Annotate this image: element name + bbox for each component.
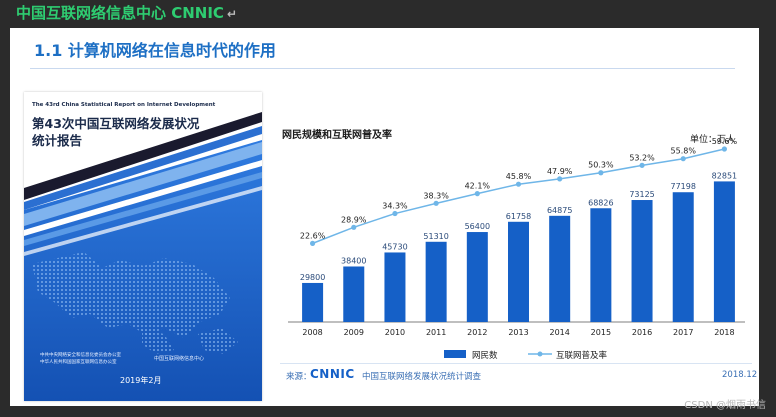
rate-point-2017 bbox=[680, 156, 686, 162]
slide-title: 1.1 计算机网络在信息时代的作用 bbox=[34, 41, 276, 60]
rate-label-2018: 59.6% bbox=[712, 138, 738, 146]
source-text: 中国互联网络发展状况统计调查 bbox=[362, 372, 482, 382]
watermark: CSDN @烟雨书信 bbox=[684, 400, 766, 411]
title-divider bbox=[30, 68, 735, 69]
legend-line-label: 互联网普及率 bbox=[556, 351, 608, 361]
rate-label-2011: 38.3% bbox=[423, 191, 449, 200]
bar-label-2012: 56400 bbox=[465, 222, 490, 231]
rate-label-2016: 53.2% bbox=[629, 153, 655, 162]
chart-canvas: 29800 2008 38400 2009 45730 2010 51310 2011 5640… bbox=[288, 138, 745, 337]
bar-2008 bbox=[302, 282, 324, 322]
bar-label-2017: 77198 bbox=[671, 182, 696, 191]
x-tick-2015: 2015 bbox=[591, 328, 611, 337]
cover-title-line1: 第43次中国互联网络发展状况 bbox=[32, 116, 200, 131]
bar-2015 bbox=[590, 208, 612, 322]
rate-label-2014: 47.9% bbox=[547, 167, 573, 176]
cnnic-logo: CNNIC bbox=[310, 367, 355, 381]
cover-footer-line1: 中共中央网络安全和信息化委员会办公室 bbox=[40, 353, 121, 358]
rate-point-2016 bbox=[639, 162, 645, 168]
x-tick-2010: 2010 bbox=[385, 328, 405, 337]
bar-label-2018: 82851 bbox=[712, 171, 737, 180]
rate-label-2008: 22.6% bbox=[300, 231, 326, 240]
bar-label-2008: 29800 bbox=[300, 273, 325, 282]
rate-point-2014 bbox=[557, 176, 563, 182]
rate-point-2008 bbox=[309, 240, 316, 246]
rate-label-2010: 34.3% bbox=[382, 202, 408, 211]
source-date: 2018.12 bbox=[722, 370, 758, 380]
bar-2012 bbox=[466, 232, 488, 322]
rate-label-2015: 50.3% bbox=[588, 161, 614, 170]
x-tick-2016: 2016 bbox=[632, 328, 652, 337]
cover-artwork bbox=[24, 112, 262, 401]
x-tick-2018: 2018 bbox=[714, 328, 734, 337]
rate-label-2009: 28.9% bbox=[341, 215, 367, 224]
rate-label-2013: 45.8% bbox=[506, 172, 532, 181]
cover-date: 2019年2月 bbox=[120, 376, 162, 385]
source-divider bbox=[280, 363, 752, 364]
chart-unit: 单位：万人 bbox=[690, 135, 736, 145]
bar-label-2010: 45730 bbox=[382, 242, 407, 251]
rate-label-2017: 55.8% bbox=[671, 147, 697, 156]
rate-point-2010 bbox=[392, 210, 398, 217]
slide: 1.1 计算机网络在信息时代的作用 bbox=[10, 28, 759, 406]
bar-label-2016: 73125 bbox=[629, 190, 654, 199]
x-tick-2011: 2011 bbox=[426, 328, 446, 337]
header-title: 中国互联网络信息中心 CNNIC bbox=[16, 4, 224, 22]
source-label: 来源： bbox=[286, 372, 312, 382]
bar-2018 bbox=[713, 181, 735, 322]
bar-label-2009: 38400 bbox=[341, 256, 366, 265]
cover-footer-line2: 中华人民共和国国家互联网信息办公室 bbox=[40, 360, 117, 365]
rate-point-2009 bbox=[351, 224, 357, 230]
rate-point-2012 bbox=[474, 191, 480, 197]
bar-2016 bbox=[631, 200, 653, 322]
bar-2013 bbox=[508, 221, 529, 322]
bar-2014 bbox=[549, 215, 571, 322]
cover-title-line2: 统计报告 bbox=[32, 133, 83, 148]
x-tick-2012: 2012 bbox=[467, 328, 487, 337]
x-tick-2008: 2008 bbox=[302, 328, 322, 337]
x-tick-2014: 2014 bbox=[550, 328, 570, 337]
x-tick-2017: 2017 bbox=[673, 328, 693, 337]
bar-2017 bbox=[672, 192, 694, 322]
bar-2009 bbox=[343, 266, 365, 322]
cover-organization: 中国互联网络信息中心 bbox=[154, 356, 205, 362]
cover-subtitle-en: The 43rd China Statistical Report on Int… bbox=[32, 102, 216, 108]
rate-label-2012: 42.1% bbox=[465, 182, 491, 191]
bar-label-2013: 61758 bbox=[506, 212, 531, 221]
chart-title: 网民规模和互联网普及率 bbox=[282, 130, 392, 141]
x-tick-2009: 2009 bbox=[344, 328, 364, 337]
rate-point-2015 bbox=[598, 170, 604, 176]
rate-point-2011 bbox=[433, 200, 439, 206]
legend-line-swatch bbox=[528, 351, 552, 357]
document-header: 中国互联网络信息中心 CNNIC ↵ bbox=[16, 2, 237, 23]
return-icon: ↵ bbox=[226, 7, 237, 21]
rate-point-2013 bbox=[515, 181, 522, 187]
bar-label-2014: 64875 bbox=[547, 206, 572, 215]
legend-bar-swatch bbox=[444, 350, 466, 358]
bar-label-2015: 68826 bbox=[588, 198, 613, 207]
legend-bar-label: 网民数 bbox=[472, 351, 498, 361]
bar-2011 bbox=[425, 241, 447, 322]
report-cover: The 43rd China Statistical Report on Int… bbox=[24, 92, 262, 401]
rate-point-2018 bbox=[721, 146, 728, 152]
x-tick-2013: 2013 bbox=[508, 328, 528, 337]
bar-label-2011: 51310 bbox=[423, 232, 448, 241]
bar-2010 bbox=[384, 252, 406, 322]
